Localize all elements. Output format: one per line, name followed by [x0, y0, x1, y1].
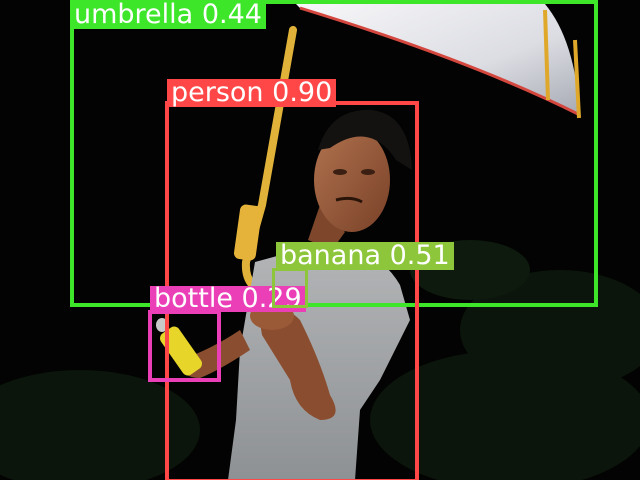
bottle-detection-box: [148, 310, 221, 382]
bottle-label-text: bottle: [154, 283, 233, 314]
banana-detection-box: [272, 268, 308, 308]
banana-score: 0.51: [389, 240, 450, 271]
person-score: 0.90: [272, 77, 333, 108]
person-face: [314, 128, 390, 232]
umbrella-detection-box: [70, 0, 598, 307]
person-arm: [258, 306, 336, 420]
person-label-text: person: [171, 77, 264, 108]
umbrella-label-text: umbrella: [74, 0, 194, 30]
umbrella-detection-label: umbrella 0.44: [70, 1, 266, 29]
umbrella-score: 0.44: [201, 0, 262, 30]
banana-detection-label: banana 0.51: [276, 242, 454, 270]
banana-label-text: banana: [280, 240, 381, 271]
person-detection-label: person 0.90: [167, 77, 337, 108]
bottle-detection-label: bottle 0.29: [150, 283, 306, 314]
umbrella-canopy: [296, 4, 580, 115]
